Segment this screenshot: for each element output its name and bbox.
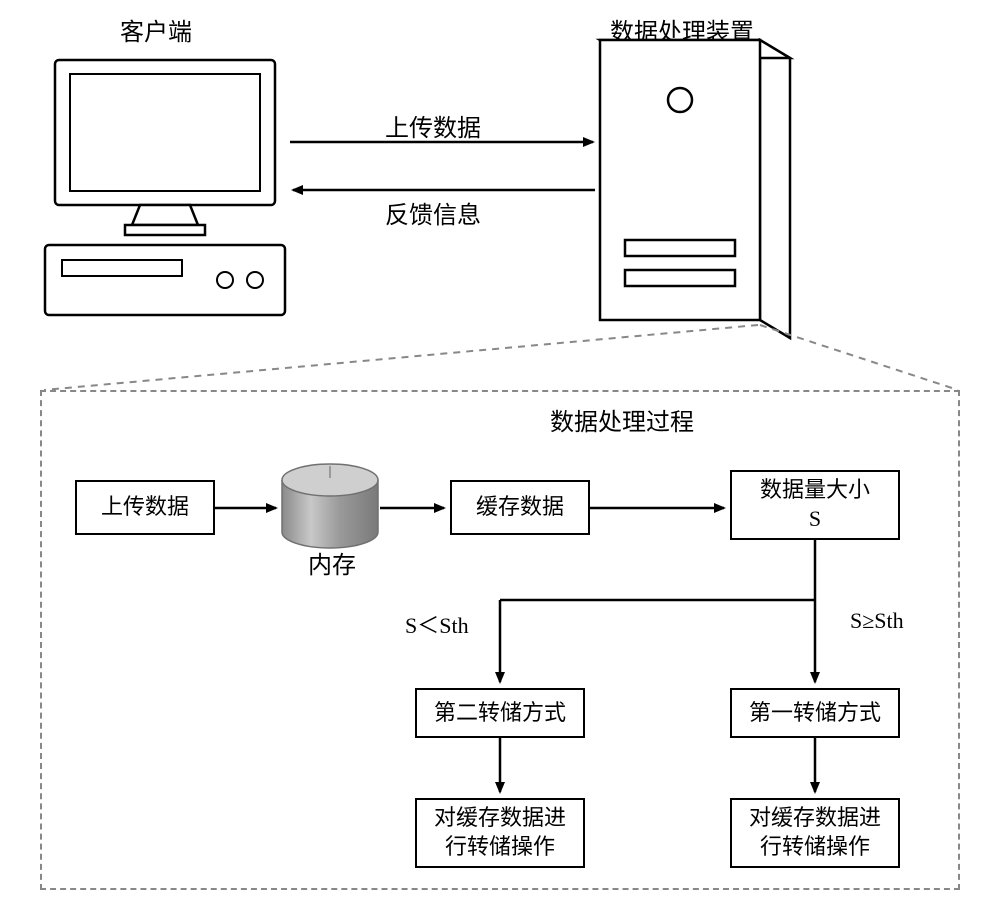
feedback-arrow-label: 反馈信息	[385, 195, 481, 230]
cond-ge-label: S≥Sth	[850, 608, 904, 634]
cond-lt-label: S＜Sth	[405, 608, 469, 640]
client-icon	[45, 60, 285, 315]
client-label: 客户端	[120, 12, 192, 47]
process-title: 数据处理过程	[550, 402, 694, 437]
upload-arrow-label: 上传数据	[385, 108, 481, 143]
dump-right-text: 对缓存数据进 行转储操作	[749, 804, 881, 861]
server-icon	[600, 40, 790, 338]
datasize-box: 数据量大小 S	[730, 470, 900, 540]
dump-left-box: 对缓存数据进 行转储操作	[415, 798, 585, 868]
cache-box: 缓存数据	[450, 480, 590, 535]
method2-text: 第二转储方式	[434, 699, 566, 728]
dump-right-box: 对缓存数据进 行转储操作	[730, 798, 900, 868]
datasize-box-text: 数据量大小 S	[760, 476, 870, 533]
method1-box: 第一转储方式	[730, 688, 900, 738]
server-label: 数据处理装置	[610, 12, 754, 47]
lead-line-right	[760, 325, 958, 390]
cache-box-text: 缓存数据	[476, 493, 564, 522]
memory-label: 内存	[308, 545, 356, 580]
method1-text: 第一转储方式	[749, 699, 881, 728]
method2-box: 第二转储方式	[415, 688, 585, 738]
dump-left-text: 对缓存数据进 行转储操作	[434, 804, 566, 861]
lead-line-left	[44, 325, 758, 390]
upload-box: 上传数据	[75, 480, 215, 535]
upload-box-text: 上传数据	[101, 493, 189, 522]
